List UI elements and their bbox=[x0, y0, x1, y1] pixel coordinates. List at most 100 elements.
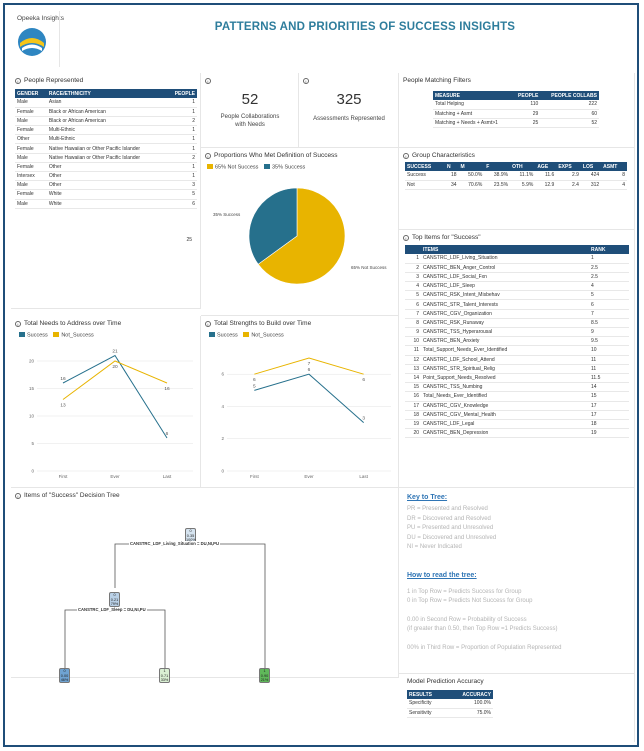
tree-leaf-1[interactable]: 0 0.00 46% bbox=[59, 668, 70, 683]
proportions-title: Proportions Who Met Definition of Succes… bbox=[214, 152, 338, 159]
table-cell: CANSTRC_LDF_Living_Situation bbox=[421, 254, 589, 264]
legend-success[interactable]: 35% Success bbox=[271, 164, 306, 171]
table-row[interactable]: 17 CANSTRC_CGV_Knowledge 17 bbox=[405, 401, 629, 411]
pie-slice-not-success[interactable] bbox=[257, 187, 346, 285]
col-header[interactable]: EXPS bbox=[556, 162, 581, 171]
series-line-not-success[interactable] bbox=[254, 357, 364, 375]
table-cell: Total Helping bbox=[433, 100, 512, 110]
table-row[interactable]: 10 CANSTRC_BEN_Anxiety 9.5 bbox=[405, 336, 629, 347]
col-header[interactable]: LOS bbox=[580, 162, 602, 171]
data-label: 5 bbox=[253, 383, 256, 389]
col-accuracy[interactable]: ACCURACY bbox=[445, 690, 493, 699]
tree-node-mid[interactable]: 0 0.21 79% bbox=[109, 592, 120, 607]
table-cell: 17 bbox=[589, 401, 629, 411]
table-row[interactable]: Female Black or African American 1 bbox=[15, 107, 197, 117]
table-cell: Other bbox=[15, 134, 47, 145]
legend-not-success[interactable]: Not_Success bbox=[251, 332, 284, 339]
col-people-collabs[interactable]: PEOPLE COLLABS bbox=[540, 91, 599, 100]
tree-leaf-3[interactable]: 1 0.90 21% bbox=[259, 668, 270, 683]
table-row[interactable]: 15 CANSTRC_TSS_Numbing 14 bbox=[405, 382, 629, 393]
col-header[interactable]: SUCCESS bbox=[405, 162, 445, 171]
col-header[interactable]: N bbox=[444, 162, 459, 171]
legend-not-success[interactable]: Not_Success bbox=[61, 332, 94, 339]
table-row[interactable]: Other Multi-Ethnic 1 bbox=[15, 134, 197, 145]
table-row[interactable]: Matching + Asmt 29 60 bbox=[433, 109, 599, 119]
table-row[interactable]: Male Native Hawaiian or Other Pacific Isl… bbox=[15, 153, 197, 163]
table-row[interactable]: 14 Point_Support_Needs_Resolved 11.5 bbox=[405, 373, 629, 384]
series-line-success[interactable] bbox=[254, 373, 364, 423]
series-line-success[interactable] bbox=[62, 354, 168, 439]
legend-success[interactable]: Success bbox=[217, 332, 238, 339]
col-items[interactable]: ITEMS bbox=[421, 245, 589, 254]
table-cell: 6 bbox=[405, 299, 421, 310]
table-row[interactable]: Matching + Needs + Asmt>1 25 52 bbox=[433, 118, 599, 129]
pie-label-success: 35% Success bbox=[213, 212, 241, 217]
col-people[interactable]: PEOPLE bbox=[511, 91, 541, 100]
table-cell: 14 bbox=[405, 373, 421, 384]
table-row[interactable]: 4 CANSTRC_LDF_Sleep 4 bbox=[405, 281, 629, 292]
legend-success[interactable]: Success bbox=[27, 332, 48, 339]
people-matching-panel: People Matching Filters MEASURE PEOPLE P… bbox=[399, 73, 635, 148]
table-cell: Total_Support_Needs_Ever_Identified bbox=[421, 345, 589, 356]
table-row[interactable]: Male Asian 1 bbox=[15, 98, 197, 108]
col-race[interactable]: RACE/ETHNICITY bbox=[46, 89, 167, 98]
col-header[interactable]: M bbox=[458, 162, 485, 171]
table-row[interactable]: 2 CANSTRC_BEN_Anger_Control 2.5 bbox=[405, 263, 629, 273]
table-row[interactable]: Intersex Other 1 bbox=[15, 171, 197, 182]
col-measure[interactable]: MEASURE bbox=[433, 91, 512, 100]
table-row[interactable]: Female Multi-Ethnic 1 bbox=[15, 125, 197, 136]
table-row[interactable]: 11 Total_Support_Needs_Ever_Identified 10 bbox=[405, 345, 629, 356]
table-row[interactable]: Male White 6 bbox=[15, 199, 197, 209]
y-tick-label: 2 bbox=[221, 436, 224, 441]
col-header[interactable]: F bbox=[484, 162, 511, 171]
table-row[interactable]: Female Other 1 bbox=[15, 162, 197, 173]
col-people[interactable]: PEOPLE bbox=[166, 89, 197, 98]
table-row[interactable]: 5 CANSTRC_RSK_Intent_Misbehav 5 bbox=[405, 290, 629, 301]
table-row[interactable]: Specificity 100.0% bbox=[407, 699, 493, 709]
table-cell: 8.5 bbox=[589, 318, 629, 329]
table-cell: Black or African American bbox=[46, 116, 167, 127]
table-row[interactable]: 19 CANSTRC_LDF_Legal 18 bbox=[405, 419, 629, 430]
pie-slice-success[interactable] bbox=[248, 187, 298, 265]
col-header[interactable]: ASMT bbox=[601, 162, 627, 171]
legend-not-success[interactable]: 65% Not Success bbox=[215, 164, 259, 171]
table-row[interactable]: 16 Total_Needs_Ever_Identified 15 bbox=[405, 391, 629, 402]
table-row[interactable]: 13 CANSTRC_STR_Spiritual_Relig 11 bbox=[405, 364, 629, 374]
table-row[interactable]: 3 CANSTRC_LDF_Social_Fxn 2.5 bbox=[405, 272, 629, 283]
y-tick-label: 15 bbox=[29, 386, 35, 391]
col-rank[interactable]: RANK bbox=[589, 245, 629, 254]
table-row[interactable]: Success 18 50.0% 38.9% 11.1% 11.6 2.9 424 8 bbox=[405, 171, 627, 181]
col-results[interactable]: RESULTS bbox=[407, 690, 446, 699]
table-cell: Other bbox=[46, 162, 167, 173]
table-row[interactable]: 12 CANSTRC_LDF_School_Attend 11 bbox=[405, 355, 629, 365]
legend-swatch bbox=[263, 164, 270, 169]
table-row[interactable]: 7 CANSTRC_CGV_Organization 7 bbox=[405, 309, 629, 319]
table-row[interactable]: Male Other 3 bbox=[15, 180, 197, 191]
key-list: PR = Presented and Resolved DR = Discove… bbox=[407, 505, 496, 553]
table-row[interactable]: 1 CANSTRC_LDF_Living_Situation 1 bbox=[405, 254, 629, 264]
how-line-4: (if greater than 0.50, then Top Row =1 P… bbox=[407, 626, 558, 632]
table-row[interactable]: Total Helping 110 222 bbox=[433, 100, 599, 110]
table-cell: CANSTRC_BEN_Anger_Control bbox=[421, 263, 589, 273]
table-row[interactable]: 8 CANSTRC_RSK_Runaway 8.5 bbox=[405, 318, 629, 329]
y-tick-label: 0 bbox=[31, 469, 34, 474]
table-row[interactable]: Female White 5 bbox=[15, 189, 197, 200]
table-row[interactable]: 6 CANSTRC_STR_Talent_Interests 6 bbox=[405, 299, 629, 310]
table-row[interactable]: 9 CANSTRC_TSS_Hyperarousal 9 bbox=[405, 327, 629, 338]
col-header[interactable]: OTH bbox=[510, 162, 536, 171]
table-cell: Matching + Asmt bbox=[433, 109, 512, 119]
tree-leaf-2[interactable]: 1 0.71 33% bbox=[159, 668, 170, 683]
table-row[interactable]: Not 34 70.6% 23.5% 5.9% 12.9 2.4 312 4 bbox=[405, 180, 627, 190]
series-line-not-success[interactable] bbox=[62, 360, 168, 400]
info-icon: i bbox=[205, 321, 211, 327]
table-row[interactable]: 20 CANSTRC_BEN_Depression 19 bbox=[405, 428, 629, 439]
table-cell: 60 bbox=[540, 109, 599, 119]
col-gender[interactable]: GENDER bbox=[15, 89, 47, 98]
table-row[interactable]: Sensitivity 75.0% bbox=[407, 708, 493, 718]
table-cell: 6 bbox=[589, 299, 629, 310]
table-row[interactable]: Male Black or African American 2 bbox=[15, 116, 197, 127]
table-row[interactable]: Female Native Hawaiian or Other Pacific I… bbox=[15, 143, 197, 154]
table-cell: 1 bbox=[166, 125, 197, 136]
table-row[interactable]: 18 CANSTRC_CGV_Mental_Health 17 bbox=[405, 410, 629, 420]
col-header[interactable]: AGE bbox=[535, 162, 557, 171]
